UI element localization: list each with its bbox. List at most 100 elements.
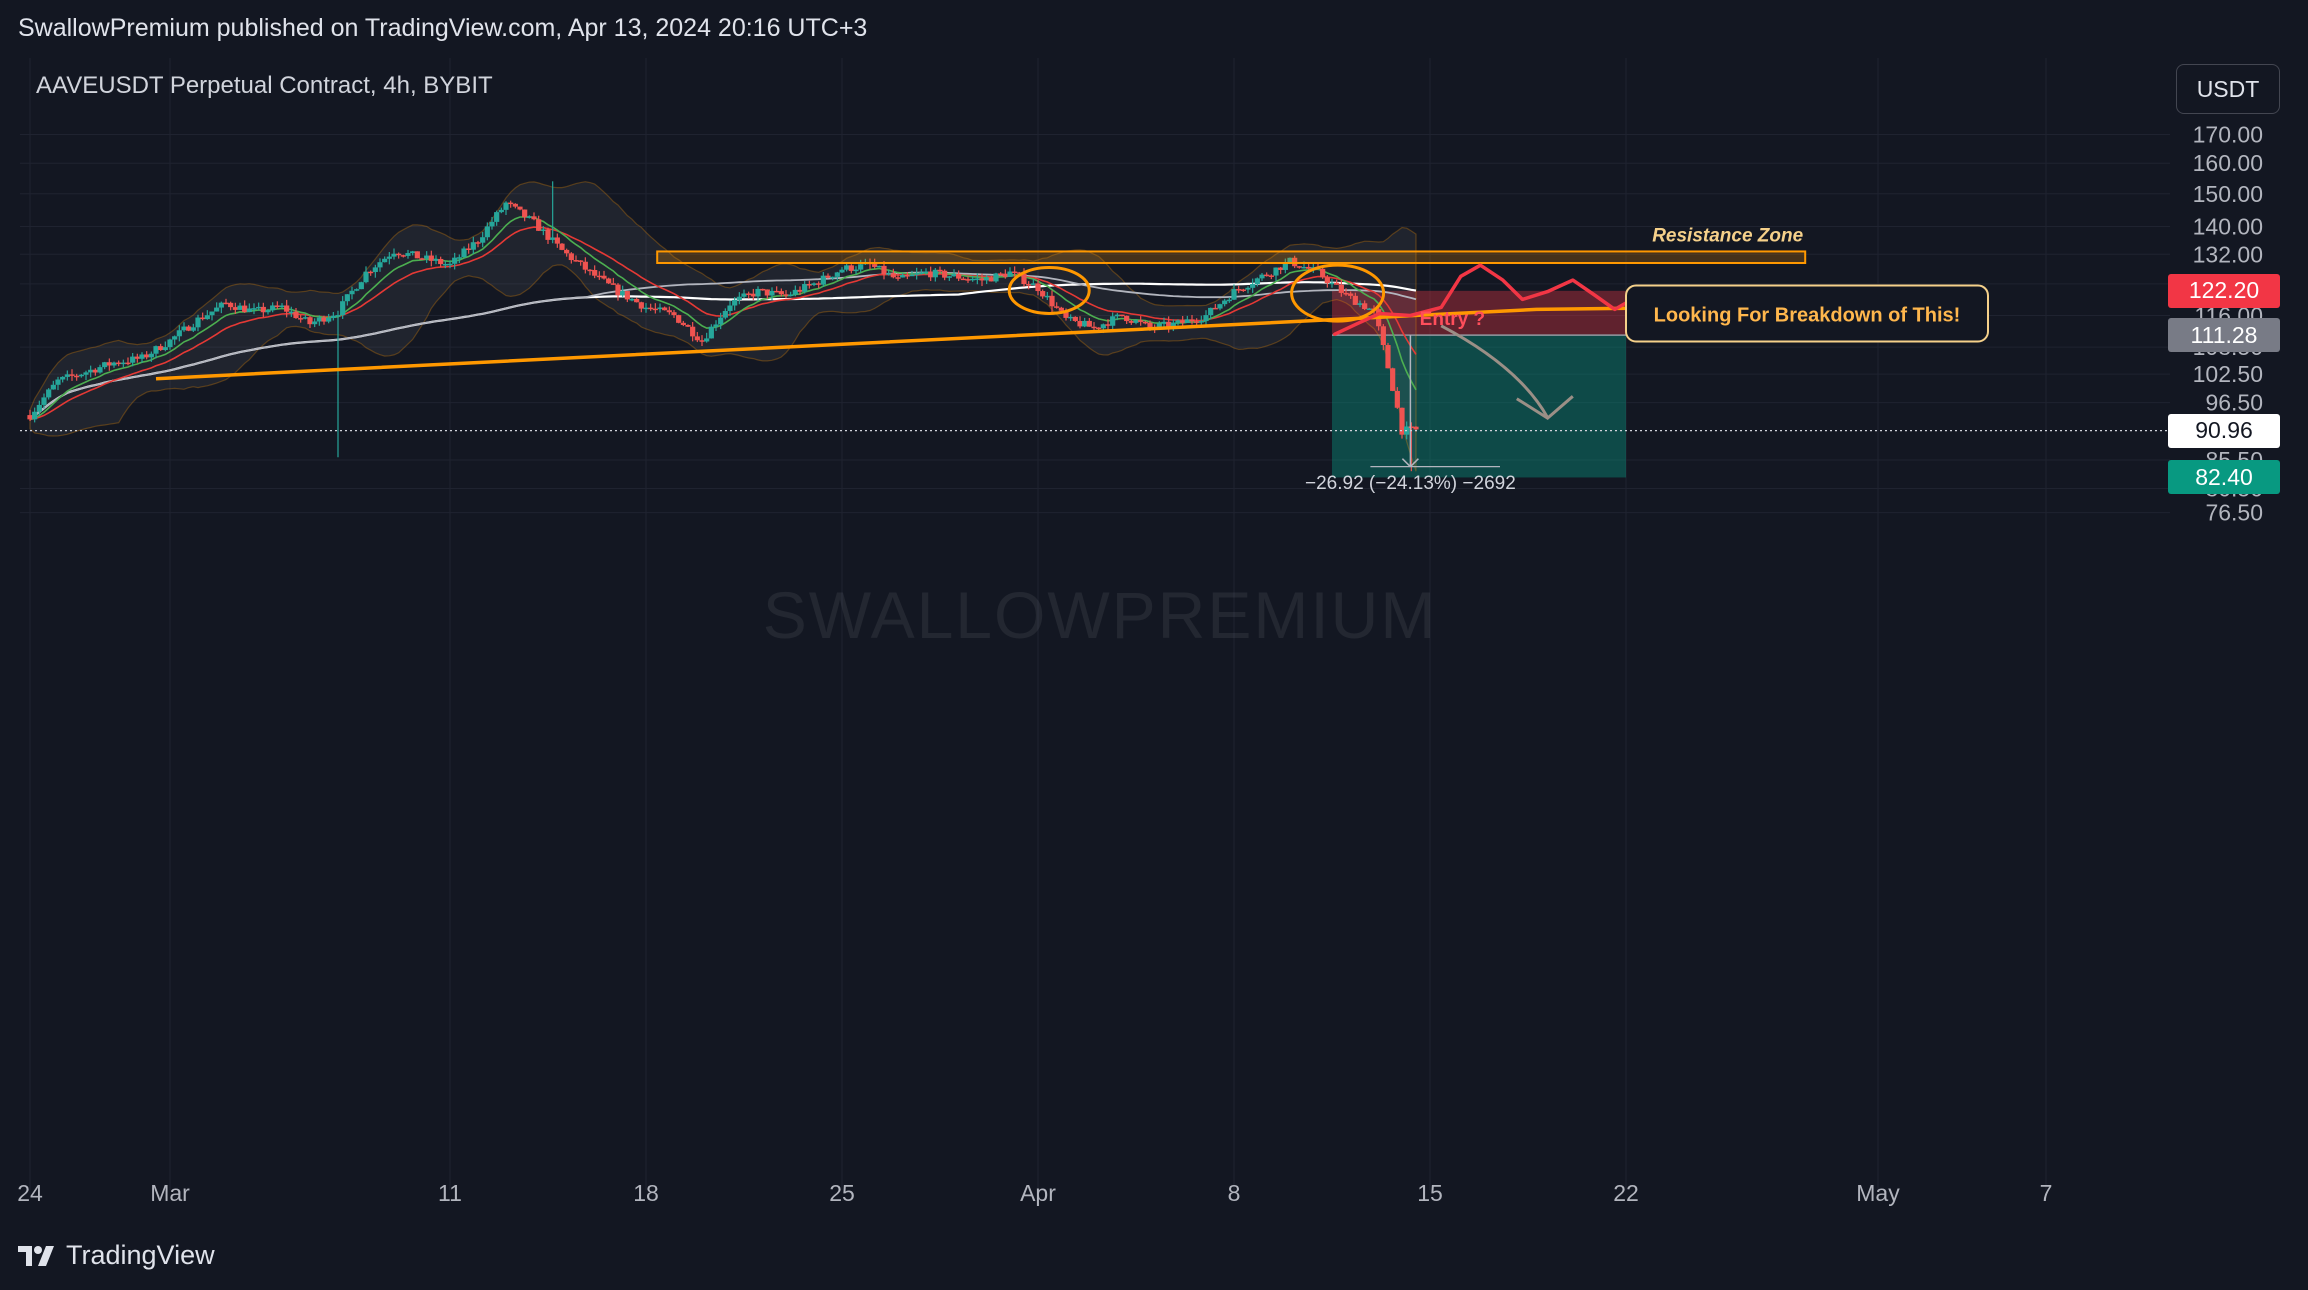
ma-slow-line [29,271,1417,421]
candle-body [1208,307,1214,316]
candle-body [764,289,770,296]
candle-body [344,294,350,302]
candle-body [886,273,892,275]
candle-body [1408,426,1414,428]
candle-body [1002,273,1008,277]
candle-body [368,271,374,274]
candle-body [424,255,430,259]
candle-body [760,288,766,291]
candle-body [718,317,724,325]
candle-body [601,275,607,279]
candle-body [1133,320,1139,323]
candle-body [606,278,612,284]
candle-body [680,322,686,325]
candle-body [788,294,794,297]
candle-body [50,384,56,390]
candle-body [1287,257,1293,263]
candle-body [74,375,80,378]
candle-body [204,315,210,320]
candle-body [914,273,920,275]
candle-body [1301,266,1307,269]
tradingview-logo[interactable]: TradingView [18,1240,215,1271]
candle-body [923,271,929,273]
candle-body [704,338,710,342]
candle-body [993,273,999,282]
candle-body [32,411,38,420]
candle-body [116,362,122,365]
candle-body [1086,320,1092,327]
y-tick-label: 102.50 [2193,361,2263,387]
candle-body [1082,320,1088,327]
candle-body [232,307,238,310]
top-header [0,0,2308,60]
candle-body [1240,289,1246,292]
candle-body [708,326,714,339]
tradingview-logo-icon [18,1245,54,1266]
candle-body [363,271,369,283]
candle-body [214,307,220,312]
candle-body [587,269,593,272]
callout-box [1625,284,1989,343]
candle-body [83,372,89,375]
resistance-zone-label: Resistance Zone [1652,225,1803,246]
candle-body [1156,323,1162,329]
candle-body [144,354,150,358]
candle-body [400,255,406,257]
chart-grid [20,58,2170,1190]
candle-body [685,324,691,327]
y-tick-label: 160.00 [2193,150,2263,176]
candle-body [260,306,266,313]
candle-body [190,327,196,331]
candle-body [802,284,808,292]
candle-body [265,310,271,313]
candle-body [64,374,70,377]
candle-body [1245,287,1251,290]
candle-body [1278,267,1284,270]
candle-body [1007,271,1013,277]
candle-body [1161,321,1167,324]
candle-body [942,270,948,278]
candle-body [279,305,285,308]
candle-body [167,339,173,348]
candle-body [396,253,402,256]
price-badge-target: 82.40 [2168,460,2280,495]
candle-body [1110,316,1116,326]
callout-text: Looking For Breakdown of This! [1654,304,1961,326]
candle-body [1352,295,1358,305]
candle-body [1390,368,1396,391]
candle-body [545,229,551,240]
candle-body [960,278,966,281]
candle-body [223,302,229,305]
candle-body [307,317,313,325]
candle-body [1012,271,1018,274]
currency-button[interactable]: USDT [2176,64,2280,114]
y-tick-label: 132.00 [2193,241,2263,267]
candle-body [1128,321,1134,323]
candle-body [284,305,290,312]
candle-body [1063,310,1069,318]
candle-body [974,278,980,280]
candle-body [648,307,654,310]
candle-body [503,202,509,210]
candle-body [694,336,700,341]
candle-body [1264,274,1270,277]
candle-body [592,270,598,276]
candle-body [335,315,341,317]
candle-body [195,317,201,328]
candle-body [326,318,332,322]
candle-body [638,302,644,309]
candle-body [690,326,696,337]
candle-body [1268,275,1274,277]
candle-body [1413,426,1419,430]
price-badge-current: 90.96 [2168,413,2280,448]
candle-body [1231,289,1237,300]
candle-body [1380,326,1386,346]
candle-body [1021,273,1027,285]
candle-body [1166,321,1172,328]
candle-body [624,291,630,300]
candle-body [1124,315,1130,322]
candle-body [900,275,906,278]
candle-body [484,226,490,238]
footer [0,1218,2308,1290]
